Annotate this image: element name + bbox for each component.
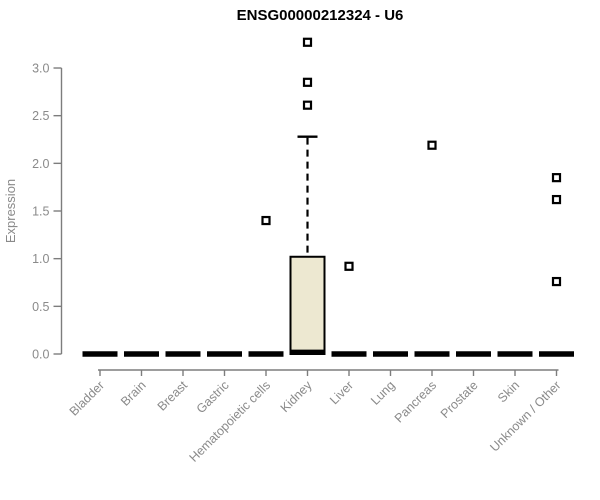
x-tick-label: Bladder: [67, 378, 107, 418]
outlier-point: [302, 100, 313, 110]
x-tick-label: Gastric: [194, 378, 232, 416]
y-tick-label: 3.0: [32, 62, 49, 76]
y-tick-label: 2.0: [32, 157, 49, 171]
outlier-point: [551, 276, 562, 287]
y-tick-label: 1.0: [32, 252, 49, 266]
box-kidney: [289, 255, 326, 355]
outlier-point: [261, 215, 271, 226]
x-tick-label: Liver: [327, 378, 356, 407]
x-tick-label: Prostate: [438, 378, 481, 421]
outlier-point: [344, 261, 354, 271]
x-tick-label: Unknown / Other: [487, 378, 563, 454]
outlier-point: [551, 173, 562, 183]
chart-title: ENSG00000212324 - U6: [237, 7, 404, 24]
x-tick-label: Lung: [368, 378, 398, 408]
y-tick-label: 2.5: [32, 109, 49, 123]
x-tick-label: Kidney: [278, 378, 315, 415]
x-tick-label: Skin: [495, 378, 522, 405]
x-tick-label: Pancreas: [392, 378, 439, 425]
y-tick-label: 0.0: [32, 348, 49, 362]
outlier-point: [427, 140, 437, 150]
plot-area: 0.0 0.5 1.0 1.5 2.0 2.5 3.0 Bladder Brain Breast G…: [32, 37, 574, 465]
y-tick-label: 1.5: [32, 205, 49, 219]
x-tick-label: Hematopoietic cells: [187, 378, 274, 465]
x-tick-label: Brain: [118, 378, 149, 409]
outlier-point: [302, 37, 313, 47]
y-tick-label: 0.5: [32, 300, 49, 314]
outlier-point: [302, 77, 313, 87]
outlier-point: [551, 194, 562, 205]
x-tick-label: Breast: [155, 378, 191, 414]
y-axis-label: Expression: [3, 179, 18, 243]
